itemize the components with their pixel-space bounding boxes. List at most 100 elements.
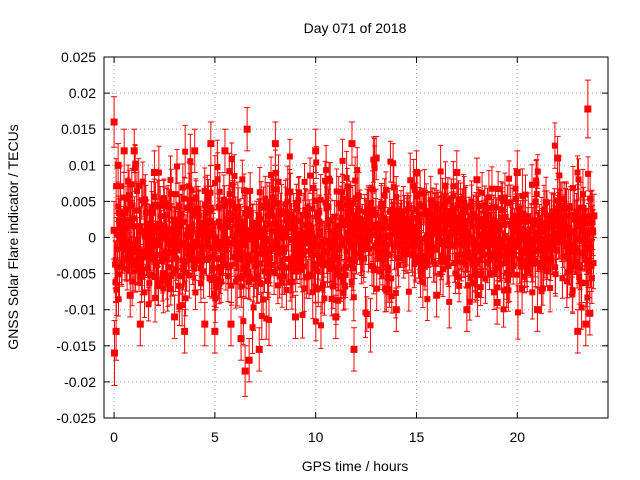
data-point — [355, 192, 362, 199]
data-point — [182, 295, 189, 302]
data-point — [289, 268, 296, 275]
data-point — [288, 264, 295, 271]
data-point — [468, 204, 475, 211]
data-point — [528, 254, 535, 261]
data-point — [500, 306, 507, 313]
data-point — [341, 235, 348, 242]
data-point — [249, 324, 256, 331]
data-point — [424, 296, 431, 303]
data-point — [148, 204, 155, 211]
data-point — [237, 230, 244, 237]
data-point — [322, 177, 329, 184]
data-point — [219, 253, 226, 260]
data-point — [216, 203, 223, 210]
data-point — [361, 255, 368, 262]
data-point — [261, 268, 268, 275]
data-point — [342, 222, 349, 229]
data-point — [241, 187, 248, 194]
data-point — [216, 188, 223, 195]
data-point — [410, 183, 417, 190]
data-point — [477, 248, 484, 255]
data-point — [432, 246, 439, 253]
data-point — [340, 219, 347, 226]
data-point — [466, 298, 473, 305]
data-point — [285, 256, 292, 263]
data-point — [509, 246, 516, 253]
data-point — [460, 230, 467, 237]
data-point — [152, 294, 159, 301]
data-point — [157, 202, 164, 209]
data-point — [474, 292, 481, 299]
data-point — [180, 218, 187, 225]
data-point — [141, 200, 148, 207]
data-point — [309, 251, 316, 258]
data-point — [486, 242, 493, 249]
data-point — [296, 189, 303, 196]
data-point — [485, 194, 492, 201]
data-point — [306, 223, 313, 230]
data-point — [164, 278, 171, 285]
data-point — [461, 225, 468, 232]
data-point — [197, 280, 204, 287]
data-point — [204, 197, 211, 204]
data-point — [242, 233, 249, 240]
data-point — [286, 153, 293, 160]
data-point — [209, 265, 216, 272]
data-point — [203, 242, 210, 249]
data-point — [317, 243, 324, 250]
data-point — [193, 195, 200, 202]
data-point — [505, 287, 512, 294]
data-point — [235, 204, 242, 211]
data-point — [533, 191, 540, 198]
data-point — [478, 270, 485, 277]
data-point — [139, 270, 146, 277]
data-point — [232, 235, 239, 242]
data-point — [328, 295, 335, 302]
data-point — [178, 211, 185, 218]
data-point — [404, 206, 411, 213]
data-point — [245, 279, 252, 286]
data-point — [250, 304, 257, 311]
data-point — [140, 248, 147, 255]
data-point — [394, 255, 401, 262]
data-point — [298, 266, 305, 273]
data-point — [312, 318, 319, 325]
data-point — [287, 188, 294, 195]
data-point — [121, 218, 128, 225]
data-point — [213, 255, 220, 262]
data-point — [195, 212, 202, 219]
data-point — [237, 274, 244, 281]
data-point — [265, 316, 272, 323]
data-point — [262, 195, 269, 202]
data-point — [177, 222, 184, 229]
data-point — [155, 169, 162, 176]
data-point — [408, 241, 415, 248]
data-point — [365, 206, 372, 213]
data-point — [153, 262, 160, 269]
data-point — [176, 216, 183, 223]
data-point — [323, 249, 330, 256]
data-point — [339, 157, 346, 164]
data-point — [458, 259, 465, 266]
data-point — [461, 199, 468, 206]
data-point — [534, 233, 541, 240]
data-point — [192, 244, 199, 251]
data-point — [443, 208, 450, 215]
data-point — [492, 242, 499, 249]
data-point — [499, 198, 506, 205]
data-point — [369, 206, 376, 213]
data-point — [327, 177, 334, 184]
data-point — [380, 223, 387, 230]
data-point — [235, 256, 242, 263]
data-point — [256, 189, 263, 196]
data-point — [239, 251, 246, 258]
data-point — [407, 177, 414, 184]
data-point — [412, 243, 419, 250]
data-point — [263, 248, 270, 255]
data-point — [519, 285, 526, 292]
data-point — [295, 253, 302, 260]
data-point — [188, 187, 195, 194]
data-point — [314, 215, 321, 222]
data-point — [382, 186, 389, 193]
data-point — [445, 262, 452, 269]
